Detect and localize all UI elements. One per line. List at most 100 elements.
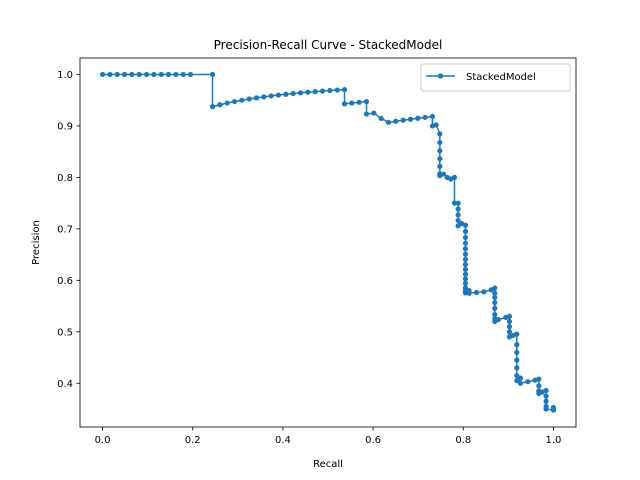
data-point [462, 276, 469, 282]
data-point [492, 294, 498, 300]
data-point [543, 406, 549, 412]
data-point [466, 290, 472, 296]
y-tick-label: 0.9 [57, 121, 73, 132]
data-point [407, 116, 414, 122]
legend-marker [437, 73, 444, 79]
data-point [327, 87, 333, 94]
legend: StackedModel [420, 63, 571, 92]
data-point [514, 378, 520, 384]
data-point [440, 171, 447, 177]
data-point [437, 131, 443, 137]
data-point [224, 100, 230, 106]
data-point [334, 87, 340, 93]
data-point [506, 329, 513, 335]
data-point [462, 261, 469, 268]
data-point [187, 71, 194, 78]
data-point [437, 156, 443, 162]
data-point [253, 95, 260, 101]
data-point [462, 228, 469, 235]
plot-area [80, 58, 576, 427]
data-point [356, 99, 362, 105]
data-point [462, 222, 469, 228]
data-point [261, 94, 267, 100]
y-tick-label: 0.5 [57, 327, 73, 338]
x-tick-label: 0.2 [185, 435, 201, 446]
data-point [455, 217, 461, 224]
data-point [514, 342, 520, 348]
data-point [543, 393, 549, 399]
plot-frame [79, 57, 577, 428]
data-point [543, 387, 549, 394]
data-point [492, 290, 498, 296]
data-point [462, 240, 469, 246]
data-point [525, 379, 531, 385]
data-point [239, 97, 245, 103]
data-point [433, 122, 439, 128]
chart-title: Precision-Recall Curve - StackedModel [214, 38, 443, 52]
data-point [217, 102, 223, 108]
data-point [455, 206, 461, 212]
data-point [514, 331, 520, 337]
data-point [209, 71, 216, 78]
legend-label: StackedModel [466, 72, 536, 83]
x-tick-label: 0.4 [275, 435, 291, 446]
data-point [143, 71, 150, 78]
data-point [506, 318, 513, 325]
data-point [492, 305, 498, 311]
data-point [462, 251, 469, 257]
data-point [363, 98, 370, 105]
data-point [455, 200, 461, 206]
y-tick-label: 0.6 [57, 276, 73, 287]
x-tick-label: 0.8 [455, 435, 471, 446]
data-point [341, 87, 348, 93]
data-point [437, 163, 443, 169]
data-point [297, 90, 304, 96]
data-point [136, 71, 142, 78]
data-point [363, 111, 370, 117]
data-point [349, 100, 355, 106]
data-point [378, 115, 384, 122]
data-point [114, 71, 120, 78]
data-point [495, 316, 502, 323]
data-point [290, 90, 296, 97]
data-point [492, 312, 498, 318]
data-point [514, 349, 520, 355]
data-point [173, 71, 179, 78]
data-point [462, 234, 469, 241]
x-tick-label: 0.0 [95, 435, 111, 446]
data-point [517, 380, 524, 386]
data-point [107, 71, 113, 78]
x-tick-label: 1.0 [546, 435, 562, 446]
data-point [400, 117, 406, 123]
data-point [462, 246, 469, 252]
data-point [158, 71, 164, 78]
data-point [121, 71, 128, 78]
data-point [550, 407, 557, 413]
data-point [415, 115, 421, 121]
tick-group: 0.0 0.2 0.4 0.6 0.8 1.0 0.4 0.5 0.6 0.7 0.8 0.9 1.0 [57, 70, 561, 446]
data-point [481, 289, 487, 295]
data-point [473, 289, 480, 296]
data-point [422, 114, 428, 120]
y-axis-label: Precision [31, 220, 42, 265]
data-point [429, 113, 436, 120]
data-point [517, 375, 524, 381]
data-point [543, 398, 549, 404]
y-tick-label: 0.7 [57, 224, 73, 235]
data-point [275, 92, 282, 98]
data-point [268, 93, 274, 99]
y-tick-label: 1.0 [57, 70, 73, 81]
data-point [536, 376, 542, 382]
data-point [151, 71, 157, 78]
data-point [129, 71, 135, 78]
data-point [305, 89, 311, 95]
data-point [462, 256, 469, 263]
data-point [462, 266, 469, 273]
data-point [437, 139, 443, 146]
y-tick-label: 0.8 [57, 173, 73, 184]
data-point [506, 324, 513, 330]
data-point [180, 71, 186, 78]
data-point [514, 372, 520, 379]
data-point [319, 88, 326, 94]
